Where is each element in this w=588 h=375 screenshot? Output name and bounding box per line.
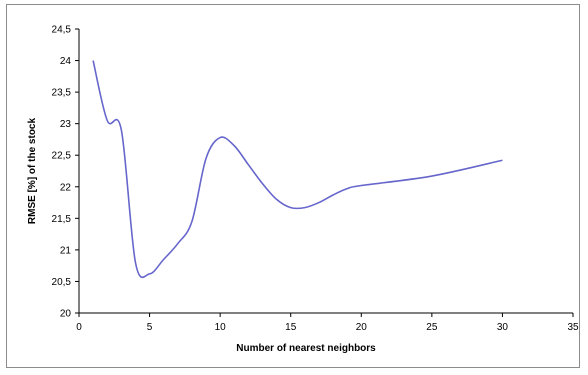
y-axis-title: RMSE [%] of the stock [27, 118, 38, 225]
y-tick-label: 24 [60, 56, 72, 67]
x-tick-label: 35 [567, 322, 579, 333]
axes [78, 29, 573, 314]
y-tick-label: 22 [60, 182, 72, 193]
y-tick-label: 21,5 [52, 214, 72, 225]
x-axis-title: Number of nearest neighbors [236, 343, 376, 354]
x-tick-label: 0 [76, 322, 82, 333]
x-tick-label: 25 [426, 322, 438, 333]
x-ticks: 0 5 10 15 20 25 30 35 [76, 313, 579, 333]
x-tick-label: 5 [147, 322, 153, 333]
y-tick-label: 21 [60, 245, 72, 256]
y-tick-label: 22,5 [52, 151, 72, 162]
y-tick-label: 23 [60, 119, 72, 130]
x-tick-label: 30 [497, 322, 509, 333]
x-tick-label: 10 [215, 322, 227, 333]
chart-frame: 20 20,5 21 21,5 22 22,5 23 23,5 24 24,5 0 5 10 15 20 2… [6, 4, 580, 368]
series-layer [92, 60, 503, 279]
x-tick-label: 15 [285, 322, 297, 333]
y-tick-label: 24,5 [52, 25, 72, 36]
y-tick-label: 20 [60, 309, 72, 320]
y-tick-label: 23,5 [52, 88, 72, 99]
series-line-0 [92, 60, 503, 279]
y-tick-label: 20,5 [52, 277, 72, 288]
x-tick-label: 20 [356, 322, 368, 333]
y-ticks: 20 20,5 21 21,5 22 22,5 23 23,5 24 24,5 [52, 25, 79, 320]
